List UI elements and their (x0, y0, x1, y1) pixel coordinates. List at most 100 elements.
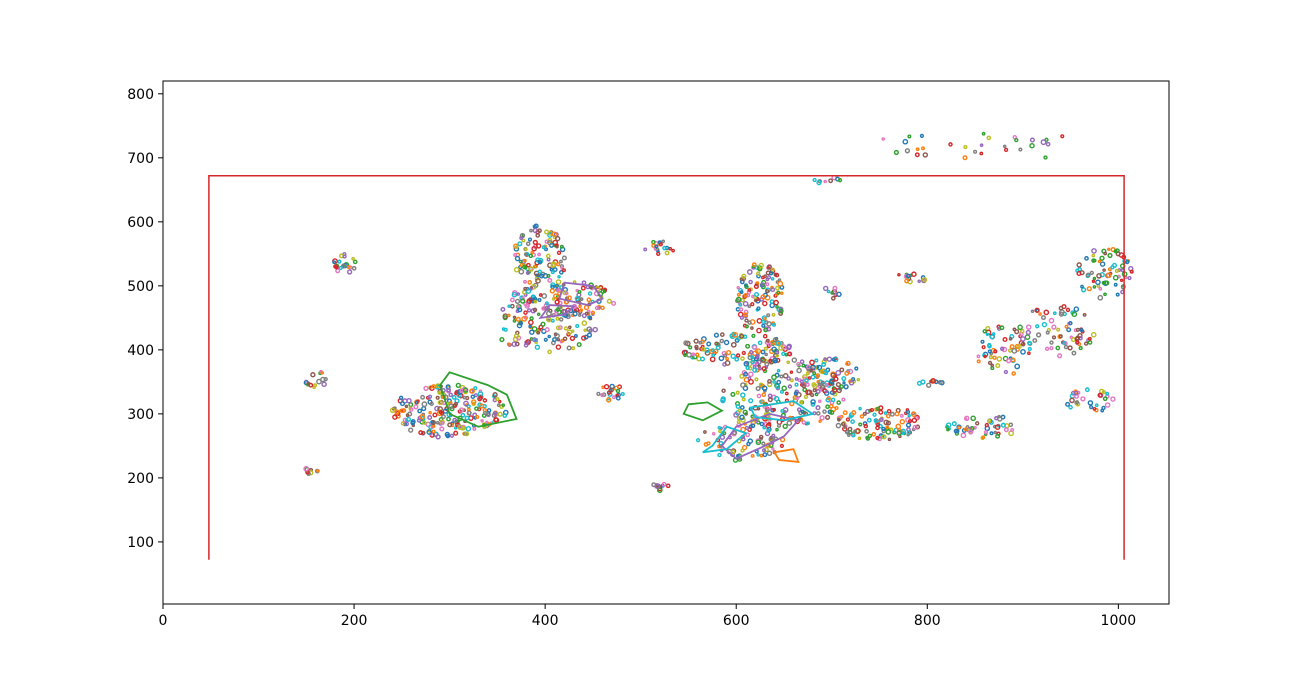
data-point (735, 353, 741, 358)
data-point (408, 427, 414, 433)
data-point (501, 327, 506, 331)
data-point (793, 391, 799, 396)
data-point (518, 321, 524, 326)
data-point (760, 282, 765, 287)
data-point (865, 436, 871, 441)
data-point (739, 373, 745, 379)
data-point (777, 280, 784, 287)
data-point (437, 391, 442, 395)
data-point (771, 322, 777, 327)
data-point (762, 425, 767, 430)
data-point (600, 305, 605, 311)
data-point (537, 297, 542, 303)
data-point (990, 363, 995, 368)
data-point (513, 266, 520, 273)
data-point (986, 135, 992, 141)
data-point (926, 382, 932, 388)
data-point (536, 243, 542, 249)
data-point (869, 407, 875, 413)
data-point (555, 279, 562, 285)
data-point (899, 418, 906, 425)
data-point (736, 286, 740, 290)
data-point (806, 421, 810, 426)
data-point (1027, 351, 1031, 356)
data-point (771, 433, 776, 438)
data-point (740, 392, 746, 398)
data-point (830, 291, 834, 295)
data-point (844, 429, 850, 435)
data-point (981, 345, 986, 350)
data-point (522, 264, 527, 270)
data-point (523, 286, 527, 291)
data-point (558, 269, 564, 275)
data-point (423, 385, 429, 392)
data-point (743, 292, 749, 298)
data-point (802, 387, 808, 393)
data-point (766, 313, 771, 318)
data-point (914, 152, 920, 158)
data-point (553, 293, 559, 299)
data-point (738, 302, 743, 307)
data-point (449, 433, 455, 438)
data-point (1008, 348, 1013, 353)
data-point (789, 378, 794, 383)
data-point (763, 346, 768, 351)
data-point (823, 357, 827, 361)
data-point (1120, 284, 1126, 290)
data-point (1084, 256, 1089, 261)
data-point (514, 255, 521, 262)
data-point (506, 342, 511, 347)
data-point (587, 291, 593, 296)
data-point (851, 377, 856, 382)
data-point (816, 411, 821, 416)
data-point (734, 356, 740, 362)
data-point (579, 297, 584, 301)
data-point (695, 438, 701, 443)
data-point (1069, 335, 1074, 339)
data-point (454, 391, 459, 396)
x-tick-label: 400 (532, 613, 559, 629)
data-point (555, 235, 561, 242)
data-point (507, 313, 511, 318)
data-point (789, 370, 794, 374)
data-point (739, 405, 745, 410)
data-point (830, 397, 836, 403)
data-point (839, 384, 844, 389)
data-point (584, 311, 589, 316)
data-point (1097, 392, 1103, 398)
data-point (1029, 142, 1035, 149)
data-point (1091, 248, 1097, 254)
data-point (502, 413, 508, 418)
data-point (320, 371, 325, 375)
y-tick-label: 200 (127, 471, 154, 487)
data-point (606, 397, 612, 403)
data-point (780, 408, 785, 413)
data-point (748, 379, 754, 385)
data-point (885, 429, 892, 435)
data-point (711, 432, 716, 436)
border-line (208, 174, 1125, 560)
data-point (597, 306, 601, 310)
data-point (717, 425, 722, 430)
data-point (765, 289, 770, 294)
data-point (526, 262, 531, 268)
data-point (767, 421, 772, 427)
data-point (750, 359, 755, 365)
data-point (1065, 307, 1071, 313)
data-point (392, 414, 398, 420)
data-point (822, 369, 829, 376)
data-point (517, 307, 523, 313)
data-point (1003, 369, 1009, 375)
data-point (333, 264, 338, 269)
data-point (557, 287, 562, 292)
data-point (876, 435, 883, 442)
data-point (1062, 340, 1067, 346)
data-point (498, 399, 502, 404)
data-point (786, 360, 790, 365)
data-point (524, 247, 528, 251)
data-point (1099, 255, 1105, 261)
data-point (741, 397, 746, 402)
data-point (900, 428, 906, 434)
data-point (321, 381, 327, 388)
data-point (843, 384, 849, 390)
